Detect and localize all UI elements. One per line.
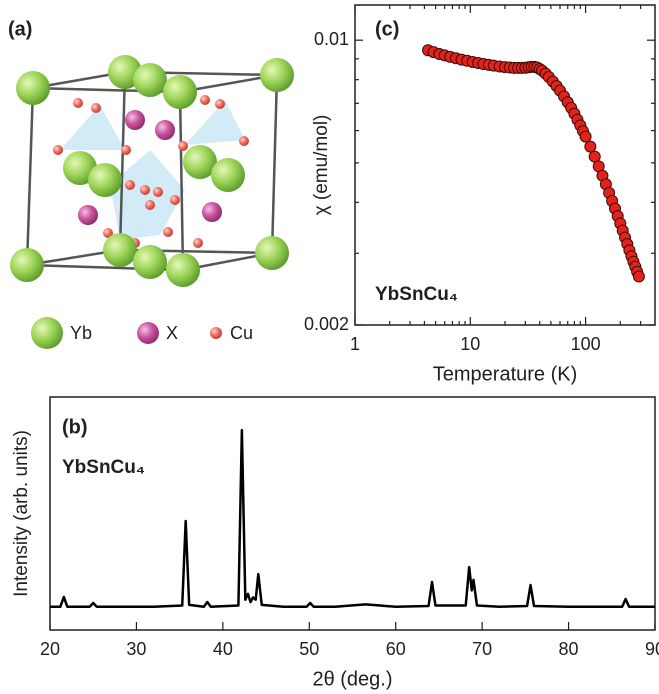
x-tick-label: 80 [559,639,579,659]
chart: 20 30 40 50 60 70 80 90 2θ (deg.) Intensity (arb.… [11,396,659,690]
x-tick-label: 40 [213,639,233,659]
panel-label: (c) [375,18,399,40]
x-tick-label: 100 [571,334,601,354]
x-axis-label: Temperature (K) [433,363,578,385]
x-tick-label: 1 [350,334,360,354]
plot-frame [354,4,656,326]
legend-label: Cu [230,323,253,343]
x-tick-label: 20 [40,639,60,659]
x-tick-label: 50 [299,639,319,659]
chart: 1 10 100 0.002 0.01 Temperature (K) χ (emu/mol… [304,4,656,385]
annotation: YbSnCu₄ [375,284,458,305]
y-axis-label: χ (emu/mol) [311,115,332,216]
data-point [632,270,645,283]
annotation: YbSnCu₄ [62,457,145,478]
data-line [50,428,655,608]
x-tick-label: 10 [460,334,480,354]
x-tick-label: 90 [645,639,659,659]
panel-label: (a) [8,18,32,40]
legend-label: X [166,323,178,343]
x-tick-label: 70 [472,639,492,659]
panel-label: (b) [62,416,88,438]
crystal-structure: (a) Yb X Cu [8,18,294,349]
x-axis-label: 2θ (deg.) [312,668,392,690]
x-tick-label: 30 [126,639,146,659]
x-tick-label: 60 [386,639,406,659]
y-tick-label: 0.01 [314,29,349,49]
plot-frame [49,396,656,631]
y-axis-label: Intensity (arb. units) [11,430,32,597]
data-point [584,140,597,153]
legend-label: Yb [70,323,92,343]
y-tick-label: 0.002 [304,314,349,334]
data-point [579,130,592,143]
